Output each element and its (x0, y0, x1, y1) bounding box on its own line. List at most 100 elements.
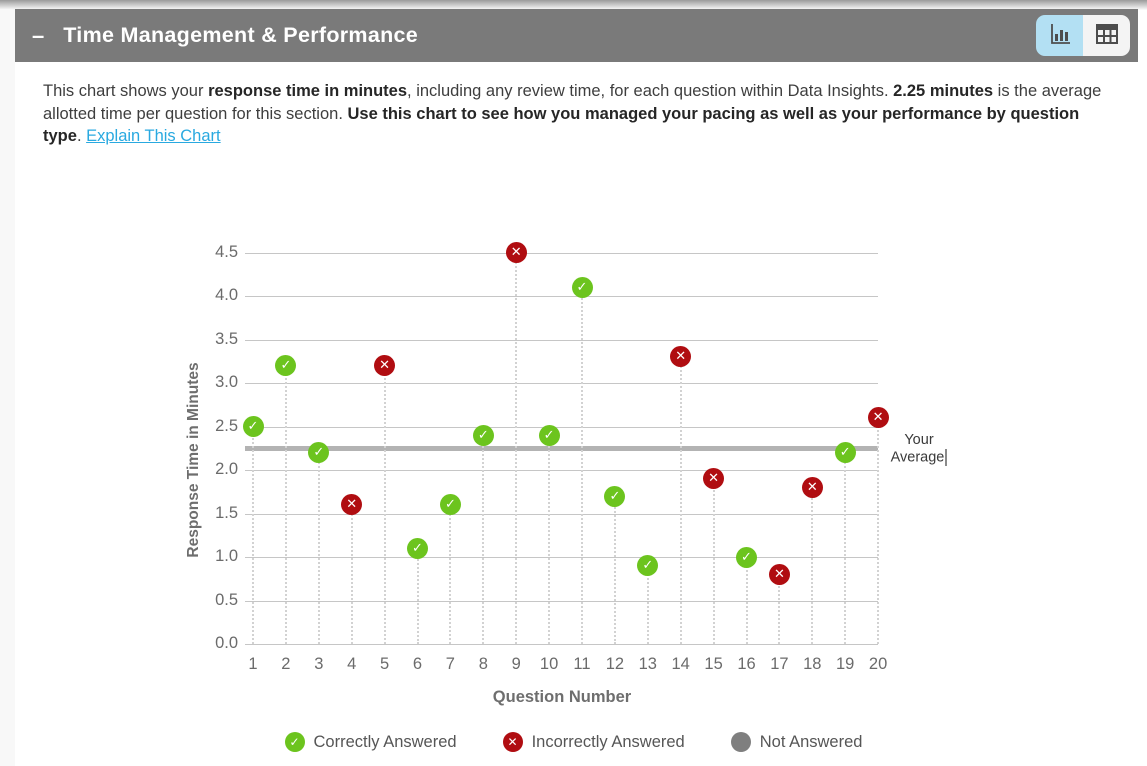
description-text: is the average allotted time per questio… (43, 82, 1102, 123)
top-shadow (0, 0, 1147, 10)
point-stem (284, 365, 287, 644)
y-tick-label: 4.0 (215, 286, 238, 304)
x-icon: ✕ (708, 471, 720, 487)
check-icon: ✓ (839, 445, 851, 461)
y-tick-label: 2.5 (215, 416, 238, 435)
question-17-point[interactable]: ✕ (768, 563, 790, 585)
page-margin-strip (0, 9, 15, 766)
question-11-point[interactable]: ✓ (571, 276, 593, 298)
question-2-point[interactable]: ✓ (275, 355, 297, 377)
question-12-point[interactable]: ✓ (604, 485, 626, 507)
point-stem (515, 252, 518, 644)
x-tick-label: 7 (445, 655, 455, 673)
x-tick-label: 18 (803, 655, 822, 673)
question-8-point[interactable]: ✓ (472, 424, 494, 446)
legend-glyph: ✓ (289, 735, 300, 749)
legend-incorrect-icon: ✕ (502, 732, 523, 752)
check-icon: ✓ (609, 488, 621, 504)
gridline (245, 600, 878, 602)
question-13-point[interactable]: ✓ (637, 555, 659, 577)
question-9-point[interactable]: ✕ (505, 242, 527, 263)
x-tick-label: 5 (380, 655, 390, 673)
point-stem (449, 504, 452, 644)
y-tick-label: 2.0 (215, 460, 238, 478)
point-stem (252, 426, 254, 644)
description-text: This chart shows your (43, 82, 209, 100)
description-text: . (76, 127, 87, 145)
question-20-point[interactable]: ✕ (867, 407, 889, 429)
question-3-point[interactable]: ✓ (308, 442, 330, 464)
x-tick-label: 16 (737, 655, 756, 673)
check-icon: ✓ (543, 427, 555, 443)
check-icon: ✓ (741, 549, 752, 565)
check-icon: ✓ (412, 540, 423, 556)
point-stem (745, 557, 748, 644)
question-10-point[interactable]: ✓ (538, 424, 560, 446)
explain-chart-link[interactable]: Explain This Chart (86, 127, 221, 145)
y-axis-title: Response Time in Minutes (185, 362, 202, 558)
question-7-point[interactable]: ✓ (439, 494, 461, 516)
legend-item-incorrect: ✕ Incorrectly Answered (502, 732, 685, 752)
view-toggle (1036, 15, 1130, 56)
check-icon: ✓ (477, 427, 489, 443)
gridline (245, 426, 878, 428)
your-average-label: Your Average (886, 432, 952, 466)
description-text: 2.25 minutes (893, 82, 994, 100)
point-stem (778, 574, 781, 644)
point-stem (581, 287, 583, 644)
x-icon: ✕ (675, 349, 687, 365)
question-15-point[interactable]: ✕ (703, 468, 725, 490)
y-tick-label: 3.5 (215, 329, 238, 348)
legend-item-correct: ✓ Correctly Answered (284, 732, 457, 752)
table-view-button[interactable] (1083, 15, 1130, 56)
gridline (245, 339, 878, 341)
x-tick-label: 4 (347, 655, 357, 673)
y-tick-label: 1.0 (215, 547, 238, 565)
gridline (245, 470, 878, 471)
collapse-icon[interactable]: – (32, 22, 45, 48)
question-19-point[interactable]: ✓ (834, 442, 856, 464)
legend: ✓ Correctly Answered ✕ Incorrectly Answered… (0, 732, 1147, 752)
description-text: Use this chart to see how you managed yo… (43, 104, 1080, 146)
x-tick-label: 2 (281, 655, 291, 673)
legend-item-not_answered: Not Answered (730, 732, 863, 752)
legend-correct-icon: ✓ (284, 732, 305, 752)
your-average-text: Average (886, 449, 952, 466)
x-tick-label: 12 (605, 655, 625, 673)
question-18-point[interactable]: ✕ (801, 476, 823, 498)
y-tick-label: 1.5 (215, 503, 238, 522)
question-5-point[interactable]: ✕ (374, 355, 396, 377)
question-6-point[interactable]: ✓ (407, 537, 428, 559)
x-icon: ✕ (379, 358, 391, 374)
x-tick-label: 3 (314, 655, 324, 673)
legend-label: Not Answered (759, 732, 863, 751)
x-tick-label: 15 (704, 655, 723, 673)
average-line (245, 446, 878, 452)
question-14-point[interactable]: ✕ (670, 346, 692, 368)
question-1-point[interactable]: ✓ (242, 416, 264, 437)
x-icon: ✕ (872, 410, 884, 426)
legend-label: Correctly Answered (313, 732, 457, 751)
section-header: – Time Management & Performance (15, 9, 1138, 62)
point-stem (350, 504, 353, 644)
x-tick-label: 13 (638, 655, 657, 673)
y-tick-label: 0.0 (215, 634, 238, 652)
point-stem (712, 478, 715, 644)
check-icon: ✓ (576, 279, 588, 295)
question-4-point[interactable]: ✕ (341, 494, 363, 516)
question-16-point[interactable]: ✓ (736, 546, 757, 568)
point-stem (482, 435, 485, 644)
point-stem (317, 452, 320, 644)
check-icon: ✓ (247, 419, 259, 434)
bar-chart-icon (1047, 21, 1073, 50)
point-stem (811, 487, 814, 644)
text-cursor (945, 449, 948, 466)
gridline (245, 513, 878, 515)
chart-view-button[interactable] (1036, 15, 1083, 56)
point-stem (416, 548, 419, 644)
legend-not_answered-icon (730, 732, 751, 752)
x-icon: ✕ (510, 245, 522, 260)
description-text: , including any review time, for each qu… (407, 82, 894, 100)
description-text: response time in minutes (208, 82, 408, 100)
x-tick-label: 1 (248, 655, 258, 673)
